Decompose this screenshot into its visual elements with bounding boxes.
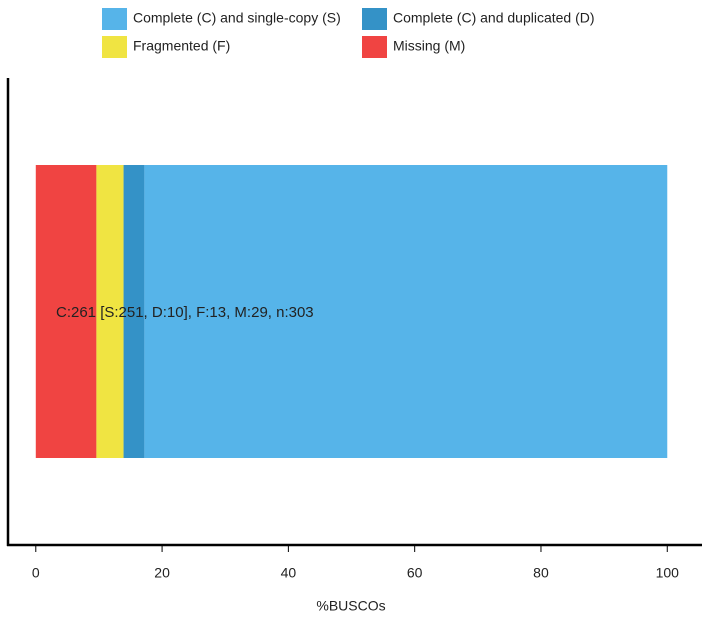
legend-label: Complete (C) and single-copy (S) — [133, 10, 341, 26]
legend-label: Fragmented (F) — [133, 38, 230, 54]
legend-swatch — [102, 36, 127, 58]
x-tick-label: 40 — [281, 565, 297, 581]
x-tick-label: 100 — [656, 565, 680, 581]
legend-swatch — [362, 8, 387, 30]
x-tick-label: 60 — [407, 565, 423, 581]
x-axis-label: %BUSCOs — [316, 598, 385, 614]
annotation: C:261 [S:251, D:10], F:13, M:29, n:303 — [56, 304, 314, 321]
bar-segment — [144, 165, 668, 458]
bar-segment — [123, 165, 145, 458]
legend-label: Missing (M) — [393, 38, 465, 54]
x-tick-label: 20 — [154, 565, 170, 581]
x-tick-label: 80 — [533, 565, 549, 581]
legend-label: Complete (C) and duplicated (D) — [393, 10, 595, 26]
bar-segment — [35, 165, 97, 458]
legend-swatch — [102, 8, 127, 30]
bar-segment — [96, 165, 124, 458]
legend-swatch — [362, 36, 387, 58]
x-tick-label: 0 — [32, 565, 40, 581]
